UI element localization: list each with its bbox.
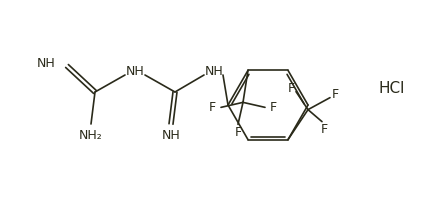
Text: F: F — [287, 82, 295, 95]
Text: F: F — [234, 126, 242, 139]
Text: NH: NH — [126, 64, 145, 77]
Text: F: F — [209, 101, 216, 114]
Text: NH₂: NH₂ — [79, 129, 103, 142]
Text: NH: NH — [37, 56, 56, 70]
Text: F: F — [320, 123, 328, 136]
Text: NH: NH — [162, 129, 180, 142]
Text: F: F — [270, 101, 277, 114]
Text: HCl: HCl — [379, 80, 405, 96]
Text: F: F — [332, 88, 338, 101]
Text: NH: NH — [205, 64, 224, 77]
